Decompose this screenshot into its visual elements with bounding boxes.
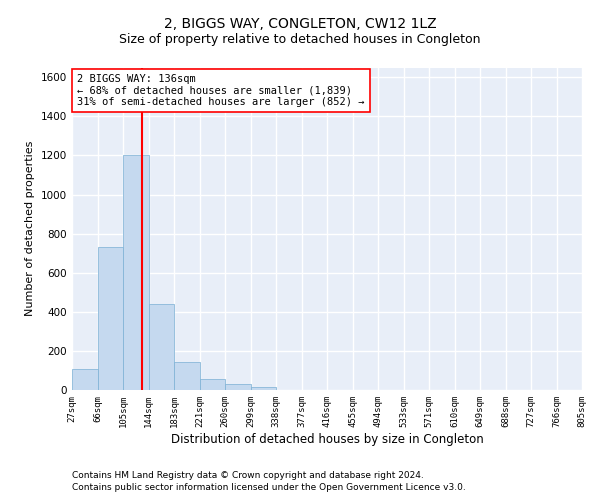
Bar	[123, 156, 149, 390]
Bar	[174, 362, 199, 390]
Bar	[97, 248, 123, 390]
Bar	[251, 387, 276, 390]
Bar	[72, 370, 97, 390]
Text: 2, BIGGS WAY, CONGLETON, CW12 1LZ: 2, BIGGS WAY, CONGLETON, CW12 1LZ	[164, 18, 436, 32]
Text: 2 BIGGS WAY: 136sqm
← 68% of detached houses are smaller (1,839)
31% of semi-det: 2 BIGGS WAY: 136sqm ← 68% of detached ho…	[77, 74, 365, 107]
Bar	[199, 380, 225, 390]
X-axis label: Distribution of detached houses by size in Congleton: Distribution of detached houses by size …	[170, 432, 484, 446]
Text: Contains public sector information licensed under the Open Government Licence v3: Contains public sector information licen…	[72, 484, 466, 492]
Text: Contains HM Land Registry data © Crown copyright and database right 2024.: Contains HM Land Registry data © Crown c…	[72, 471, 424, 480]
Bar	[149, 304, 174, 390]
Bar	[225, 384, 251, 390]
Y-axis label: Number of detached properties: Number of detached properties	[25, 141, 35, 316]
Text: Size of property relative to detached houses in Congleton: Size of property relative to detached ho…	[119, 32, 481, 46]
